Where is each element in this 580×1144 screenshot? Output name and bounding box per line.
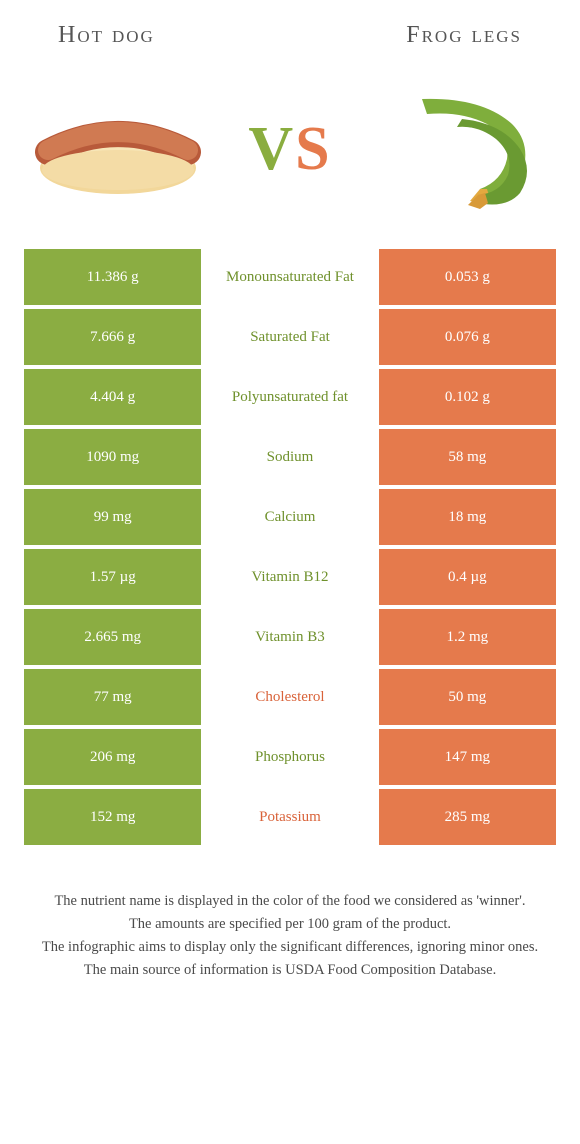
vs-v: V bbox=[248, 115, 295, 183]
right-value-cell: 0.4 µg bbox=[379, 549, 556, 605]
footer-line: The amounts are specified per 100 gram o… bbox=[28, 914, 552, 935]
table-row: 4.404 gPolyunsaturated fat0.102 g bbox=[24, 369, 556, 425]
left-value-cell: 77 mg bbox=[24, 669, 201, 725]
nutrient-label-cell: Cholesterol bbox=[201, 669, 378, 725]
right-value-cell: 147 mg bbox=[379, 729, 556, 785]
right-value-cell: 285 mg bbox=[379, 789, 556, 845]
footer-line: The nutrient name is displayed in the co… bbox=[28, 891, 552, 912]
left-value-cell: 1.57 µg bbox=[24, 549, 201, 605]
image-row: VS bbox=[0, 59, 580, 249]
comparison-table: 11.386 gMonounsaturated Fat0.053 g7.666 … bbox=[0, 249, 580, 845]
footer-line: The main source of information is USDA F… bbox=[28, 960, 552, 981]
table-row: 77 mgCholesterol50 mg bbox=[24, 669, 556, 725]
left-value-cell: 1090 mg bbox=[24, 429, 201, 485]
table-row: 2.665 mgVitamin B31.2 mg bbox=[24, 609, 556, 665]
nutrient-label-cell: Potassium bbox=[201, 789, 378, 845]
right-value-cell: 18 mg bbox=[379, 489, 556, 545]
table-row: 152 mgPotassium285 mg bbox=[24, 789, 556, 845]
left-value-cell: 152 mg bbox=[24, 789, 201, 845]
right-food-title: Frog legs bbox=[406, 22, 522, 49]
left-value-cell: 206 mg bbox=[24, 729, 201, 785]
table-row: 7.666 gSaturated Fat0.076 g bbox=[24, 309, 556, 365]
left-value-cell: 99 mg bbox=[24, 489, 201, 545]
nutrient-label-cell: Monounsaturated Fat bbox=[201, 249, 378, 305]
left-value-cell: 4.404 g bbox=[24, 369, 201, 425]
table-row: 99 mgCalcium18 mg bbox=[24, 489, 556, 545]
nutrient-label-cell: Saturated Fat bbox=[201, 309, 378, 365]
right-value-cell: 0.076 g bbox=[379, 309, 556, 365]
nutrient-label-cell: Sodium bbox=[201, 429, 378, 485]
right-value-cell: 0.053 g bbox=[379, 249, 556, 305]
hot-dog-image bbox=[28, 89, 208, 209]
table-row: 11.386 gMonounsaturated Fat0.053 g bbox=[24, 249, 556, 305]
left-food-title: Hot dog bbox=[58, 22, 155, 49]
footer-notes: The nutrient name is displayed in the co… bbox=[0, 849, 580, 981]
header-titles: Hot dog Frog legs bbox=[0, 0, 580, 59]
table-row: 1090 mgSodium58 mg bbox=[24, 429, 556, 485]
nutrient-label-cell: Polyunsaturated fat bbox=[201, 369, 378, 425]
nutrient-label-cell: Phosphorus bbox=[201, 729, 378, 785]
table-row: 1.57 µgVitamin B120.4 µg bbox=[24, 549, 556, 605]
nutrient-label-cell: Vitamin B3 bbox=[201, 609, 378, 665]
right-value-cell: 0.102 g bbox=[379, 369, 556, 425]
left-value-cell: 11.386 g bbox=[24, 249, 201, 305]
left-value-cell: 7.666 g bbox=[24, 309, 201, 365]
vs-s: S bbox=[295, 115, 331, 183]
left-value-cell: 2.665 mg bbox=[24, 609, 201, 665]
vs-label: VS bbox=[248, 114, 331, 185]
nutrient-label-cell: Calcium bbox=[201, 489, 378, 545]
right-value-cell: 1.2 mg bbox=[379, 609, 556, 665]
right-value-cell: 50 mg bbox=[379, 669, 556, 725]
footer-line: The infographic aims to display only the… bbox=[28, 937, 552, 958]
frog-legs-image bbox=[372, 89, 552, 209]
nutrient-label-cell: Vitamin B12 bbox=[201, 549, 378, 605]
right-value-cell: 58 mg bbox=[379, 429, 556, 485]
table-row: 206 mgPhosphorus147 mg bbox=[24, 729, 556, 785]
